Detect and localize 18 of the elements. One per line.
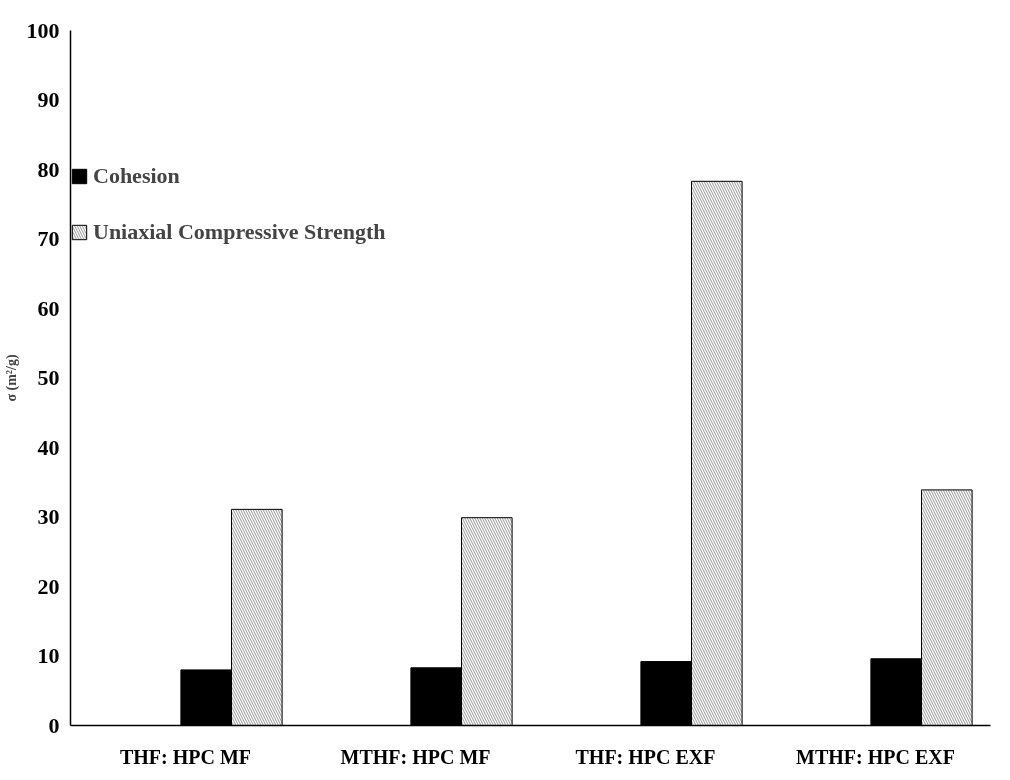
x-tick-label: THF: HPC MF: [119, 745, 252, 768]
y-tick-label: 0: [48, 712, 60, 738]
x-tick-label: MTHF: HPC EXF: [796, 745, 955, 768]
y-tick-label: 50: [37, 365, 60, 390]
x-tick-label: MTHF: HPC MF: [340, 745, 491, 768]
y-tick-label: 20: [37, 573, 60, 599]
y-tick-label: 90: [37, 87, 60, 112]
y-tick-label: 10: [37, 643, 60, 668]
y-tick-label: 40: [37, 434, 60, 460]
y-tick-label: 70: [37, 226, 60, 251]
legend-label: Uniaxial Compressive Strength: [93, 219, 386, 245]
y-tick-label: 30: [37, 504, 60, 529]
y-tick-label: 80: [37, 156, 60, 182]
y-tick-label: 60: [37, 295, 60, 321]
x-tick-label: THF: HPC EXF: [575, 745, 716, 768]
y-axis-title: σ (m²/g): [3, 354, 20, 402]
y-tick-label: 100: [26, 17, 60, 43]
legend-label: Cohesion: [93, 163, 180, 189]
